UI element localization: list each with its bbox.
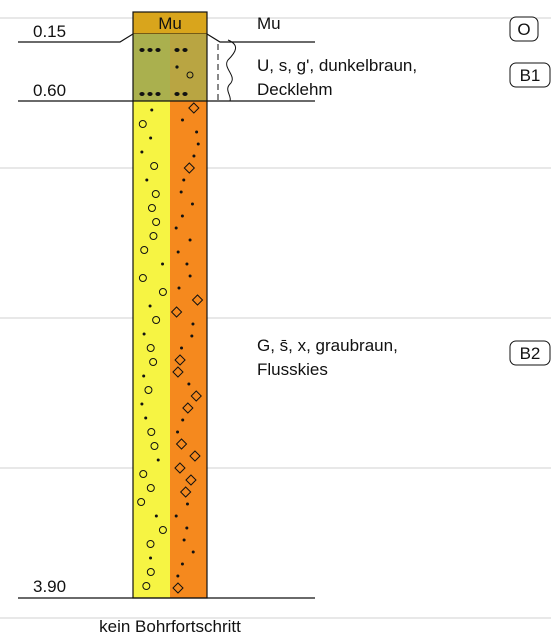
pattern-mark [181, 419, 184, 422]
pattern-mark [192, 551, 195, 554]
pattern-mark [189, 275, 192, 278]
pattern-mark [149, 137, 152, 140]
sample-label: B2 [520, 344, 541, 363]
layer-fill [133, 34, 170, 101]
layer-fill [133, 101, 170, 598]
pattern-mark [149, 305, 152, 308]
pattern-mark [149, 557, 152, 560]
pattern-mark [178, 287, 181, 290]
pattern-mark [174, 92, 179, 96]
pattern-mark [175, 227, 178, 230]
grid [0, 18, 551, 618]
pattern-mark [175, 515, 178, 518]
pattern-mark [176, 575, 179, 578]
column-header-label: Mu [158, 14, 182, 33]
layer-description: G, s̄, x, graubraun, [257, 336, 398, 355]
sample-label: B1 [520, 66, 541, 85]
pattern-mark [195, 131, 198, 134]
footer-note: kein Bohrfortschritt [99, 617, 241, 636]
pattern-mark [190, 335, 193, 338]
pattern-mark [181, 119, 184, 122]
pattern-mark [192, 155, 195, 158]
depth-line [207, 34, 315, 42]
pattern-mark [161, 263, 164, 266]
pattern-mark [157, 459, 160, 462]
pattern-mark [180, 347, 183, 350]
pattern-mark [175, 65, 178, 68]
pattern-mark [147, 92, 152, 96]
layer-description: Mu [257, 14, 281, 33]
pattern-mark [177, 251, 180, 254]
pattern-mark [139, 48, 144, 52]
page: {"column": {"header": "Mu"}, "depths": [… [0, 0, 551, 638]
pattern-mark [186, 503, 189, 506]
pattern-mark [140, 403, 143, 406]
pattern-mark [191, 203, 194, 206]
depth-label: 0.15 [33, 22, 66, 41]
pattern-mark [142, 375, 145, 378]
pattern-mark [180, 191, 183, 194]
pattern-mark [155, 48, 160, 52]
layer-description: U, s, g', dunkelbraun, [257, 56, 417, 75]
pattern-mark [140, 151, 143, 154]
borehole-log: Mu 0.15 0.60 3.90 Mu U, s, g', dunkelbra… [0, 0, 551, 638]
pattern-mark [182, 92, 187, 96]
pattern-mark [183, 539, 186, 542]
pattern-mark [187, 383, 190, 386]
pattern-mark [155, 92, 160, 96]
layer-fill [170, 101, 207, 598]
pattern-mark [139, 92, 144, 96]
samples: O B1 B2 [510, 17, 550, 365]
pattern-mark [174, 48, 179, 52]
pattern-mark [185, 263, 188, 266]
pattern-mark [189, 239, 192, 242]
pattern-mark [191, 323, 194, 326]
pattern-mark [181, 563, 184, 566]
pattern-mark [145, 179, 148, 182]
pattern-mark [147, 48, 152, 52]
pattern-mark [144, 417, 147, 420]
layer-description: Flusskies [257, 360, 328, 379]
depth-label: 3.90 [33, 577, 66, 596]
pattern-mark [155, 515, 158, 518]
pattern-mark [176, 431, 179, 434]
sample-label: O [517, 20, 530, 39]
brace [227, 40, 236, 101]
pattern-mark [181, 215, 184, 218]
pattern-mark [143, 333, 146, 336]
pattern-mark [185, 527, 188, 530]
pattern-mark [197, 143, 200, 146]
pattern-mark [150, 109, 153, 112]
pattern-mark [182, 48, 187, 52]
column: Mu [133, 12, 207, 598]
pattern-mark [182, 179, 185, 182]
layer-description: Decklehm [257, 80, 333, 99]
depth-label: 0.60 [33, 81, 66, 100]
